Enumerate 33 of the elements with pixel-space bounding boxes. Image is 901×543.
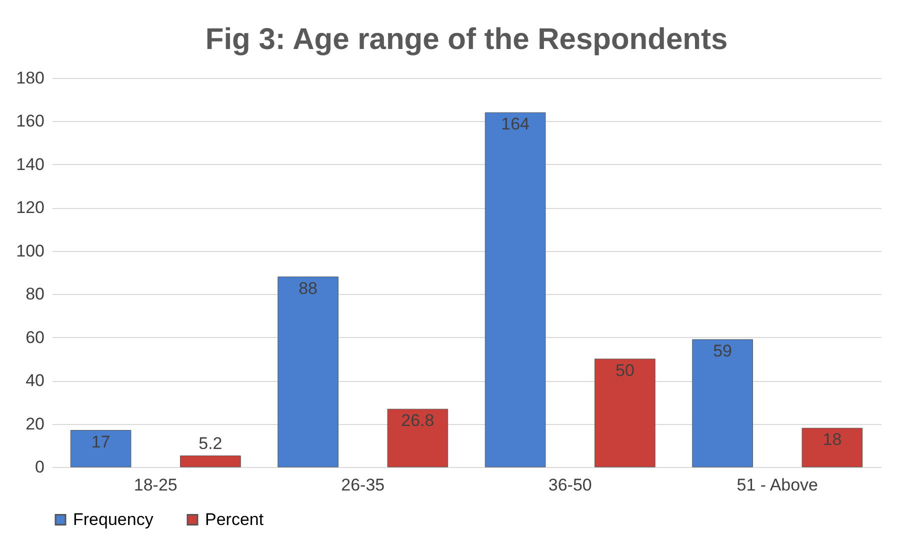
chart-title: Fig 3: Age range of the Respondents	[205, 23, 728, 56]
bar	[387, 408, 448, 468]
y-tick-label: 140	[16, 154, 44, 174]
y-tick-label: 100	[16, 241, 44, 260]
data-label: 17	[91, 432, 110, 452]
y-tick-label: 120	[16, 198, 44, 218]
data-label: 164	[501, 114, 530, 134]
data-label: 26.8	[401, 411, 434, 430]
data-label: 50	[615, 360, 634, 380]
data-label: 88	[298, 278, 318, 298]
y-tick-label: 40	[26, 371, 44, 390]
data-label: 59	[713, 341, 732, 360]
y-tick-label: 160	[16, 112, 44, 131]
x-tick-label: 26-35	[341, 476, 385, 494]
bar	[692, 339, 753, 468]
y-tick-label: 180	[16, 68, 44, 88]
bar	[802, 428, 863, 468]
data-label: 18	[822, 430, 842, 450]
data-label: 5.2	[198, 434, 222, 453]
x-tick-label: 36-50	[548, 476, 592, 494]
bar	[180, 456, 241, 468]
y-tick-label: 20	[26, 414, 44, 434]
legend-label: Percent	[205, 510, 264, 529]
x-tick-label: 18-25	[134, 476, 178, 494]
bar	[484, 112, 546, 468]
y-tick-label: 80	[26, 284, 44, 304]
x-tick-label: 51 - Above	[736, 476, 818, 494]
legend-label: Frequency	[73, 510, 154, 529]
bar	[594, 358, 656, 468]
bar	[70, 430, 132, 468]
bar	[278, 276, 338, 468]
y-tick-label: 0	[35, 458, 44, 476]
y-tick-label: 60	[26, 328, 44, 347]
